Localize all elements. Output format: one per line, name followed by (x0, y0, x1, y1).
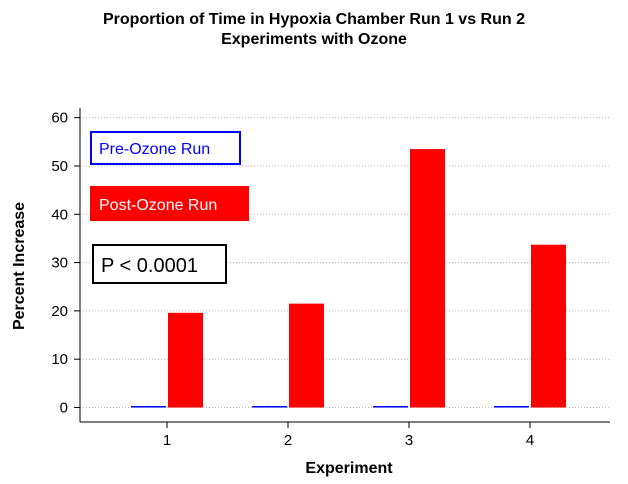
bar-post-ozone-3 (410, 149, 445, 408)
legend-box-post-ozone (90, 186, 249, 221)
y-tick-label-10: 10 (51, 351, 68, 368)
legend-label-post-ozone: Post-Ozone Run (99, 197, 217, 214)
legend: Pre-Ozone Run Post-Ozone Run (90, 131, 249, 221)
chart-title: Proportion of Time in Hypoxia Chamber Ru… (103, 11, 525, 28)
p-value-text: P < 0.0001 (101, 255, 198, 277)
bar-pre-ozone-3 (373, 406, 408, 408)
legend-box-pre-ozone (90, 131, 241, 165)
bar-post-ozone-4 (531, 244, 566, 408)
p-value-box (92, 244, 227, 284)
legend-label-pre-ozone: Pre-Ozone Run (99, 141, 210, 158)
bars (131, 149, 566, 408)
p-value-annotation: P < 0.0001 (92, 244, 227, 284)
x-tick-label-1: 1 (163, 432, 171, 449)
bar-pre-ozone-4 (494, 406, 529, 408)
x-axis-label: Experiment (305, 460, 393, 477)
x-tick-label-2: 2 (284, 432, 292, 449)
y-tick-label-60: 60 (51, 110, 68, 127)
y-tick-label-20: 20 (51, 303, 68, 320)
x-tick-label-3: 3 (405, 432, 413, 449)
y-tick-label-40: 40 (51, 206, 68, 223)
x-tick-label-4: 4 (526, 432, 534, 449)
chart-subtitle: Experiments with Ozone (221, 31, 407, 48)
tick-labels: 0 10 20 30 40 50 60 1 2 3 4 (51, 110, 534, 449)
bar-post-ozone-1 (168, 312, 203, 408)
y-axis-label: Percent Increase (11, 202, 28, 330)
y-tick-label-30: 30 (51, 255, 68, 272)
y-tick-label-0: 0 (60, 400, 68, 417)
y-tick-label-50: 50 (51, 158, 68, 175)
bar-pre-ozone-2 (252, 406, 287, 408)
bar-post-ozone-2 (289, 303, 324, 408)
axes (74, 108, 610, 428)
bar-pre-ozone-1 (131, 406, 166, 408)
